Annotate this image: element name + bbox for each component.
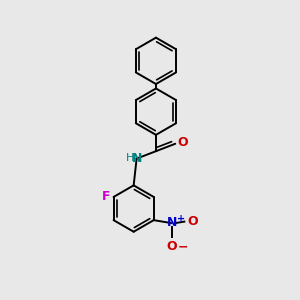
Text: F: F bbox=[102, 190, 111, 203]
Text: N: N bbox=[131, 152, 142, 165]
Text: +: + bbox=[177, 214, 185, 224]
Text: O: O bbox=[166, 240, 177, 254]
Text: −: − bbox=[178, 240, 188, 254]
Text: O: O bbox=[188, 215, 198, 228]
Text: O: O bbox=[177, 136, 188, 149]
Text: N: N bbox=[167, 216, 177, 229]
Text: H: H bbox=[126, 153, 134, 163]
